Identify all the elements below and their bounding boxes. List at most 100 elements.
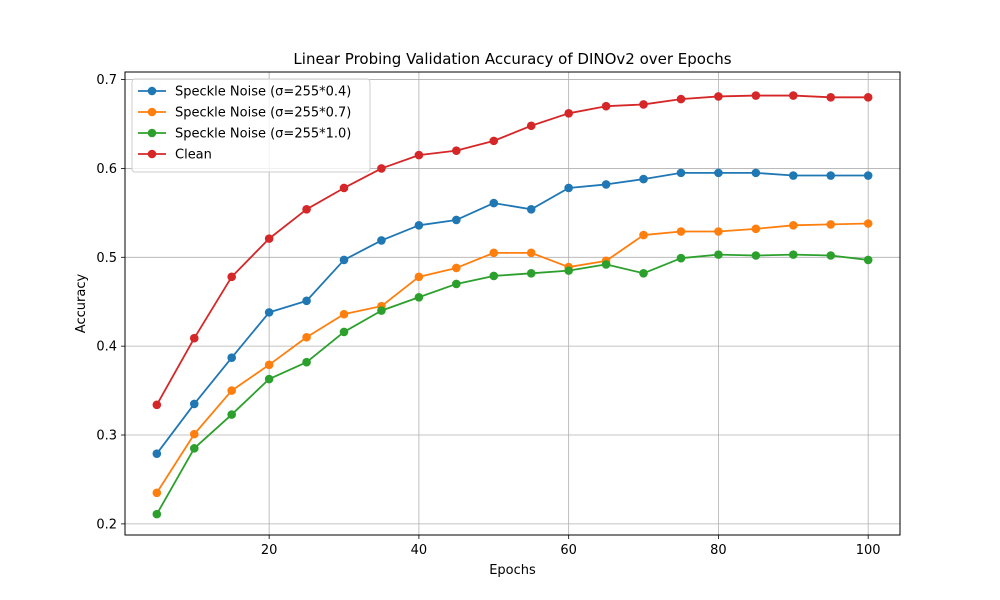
- data-point: [714, 168, 723, 178]
- data-point: [526, 248, 536, 258]
- data-point: [227, 386, 237, 395]
- x-tick-label: 40: [411, 543, 428, 558]
- data-point: [639, 100, 648, 109]
- legend-item: Clean: [138, 148, 212, 163]
- data-point: [489, 198, 499, 208]
- data-point: [227, 272, 237, 282]
- series-4: [152, 91, 873, 410]
- x-tick-label: 20: [261, 543, 278, 558]
- legend-item: Speckle Noise (σ=255*0.7): [138, 106, 351, 121]
- data-point: [152, 449, 162, 458]
- y-tick-label: 0.2: [96, 517, 117, 532]
- data-point: [826, 171, 836, 180]
- data-point: [264, 360, 274, 370]
- data-point: [714, 227, 723, 236]
- plot-frame: [124, 71, 901, 536]
- y-tick-label: 0.6: [96, 162, 117, 177]
- data-point: [152, 509, 162, 519]
- data-point: [639, 268, 648, 278]
- legend-label: Speckle Noise (σ=255*1.0): [175, 127, 351, 142]
- series-line: [156, 171, 869, 455]
- data-point: [152, 488, 162, 498]
- data-point: [826, 93, 836, 102]
- data-point: [377, 164, 386, 173]
- data-point: [339, 183, 349, 193]
- data-point: [564, 183, 573, 193]
- data-point: [264, 308, 274, 317]
- data-point: [751, 91, 761, 100]
- data-point: [302, 296, 311, 306]
- y-axis-title: Accuracy: [74, 274, 89, 334]
- data-point: [676, 227, 686, 236]
- legend-swatch-marker: [147, 149, 157, 159]
- data-point: [339, 327, 349, 337]
- data-point: [227, 410, 237, 419]
- data-point: [826, 220, 836, 229]
- data-point: [377, 236, 386, 245]
- data-point: [751, 251, 761, 260]
- data-point: [788, 171, 798, 180]
- data-point: [414, 272, 424, 282]
- series-line: [156, 94, 869, 406]
- data-point: [452, 146, 461, 155]
- legend-swatch-marker: [147, 86, 157, 96]
- series-line: [156, 222, 869, 494]
- data-point: [377, 306, 386, 315]
- data-point: [526, 268, 536, 278]
- chart-title: Linear Probing Validation Accuracy of DI…: [293, 50, 731, 68]
- data-point: [339, 309, 349, 319]
- data-point: [863, 255, 873, 265]
- x-tick-label: 80: [710, 543, 727, 558]
- data-point: [264, 374, 274, 384]
- data-point: [751, 224, 761, 234]
- y-tick-label: 0.3: [96, 429, 117, 444]
- data-point: [489, 136, 499, 146]
- data-point: [863, 93, 873, 102]
- data-point: [189, 333, 199, 343]
- data-point: [676, 94, 686, 104]
- y-tick-label: 0.4: [96, 340, 117, 355]
- data-point: [339, 255, 349, 265]
- data-point: [189, 399, 199, 409]
- data-point: [302, 357, 311, 367]
- data-point: [264, 234, 274, 243]
- data-point: [489, 271, 499, 281]
- x-tick-label: 60: [560, 543, 577, 558]
- data-point: [526, 121, 536, 131]
- data-point: [414, 150, 424, 160]
- series-1: [152, 168, 873, 458]
- y-tick-label: 0.7: [96, 73, 117, 88]
- data-point: [676, 168, 686, 178]
- data-point: [639, 174, 648, 184]
- legend-item: Speckle Noise (σ=255*0.4): [138, 85, 351, 100]
- data-point: [302, 205, 311, 214]
- data-point: [639, 230, 648, 240]
- legend-swatch-marker: [147, 128, 157, 138]
- legend-label: Speckle Noise (σ=255*0.4): [175, 85, 351, 100]
- x-tick-label: 100: [856, 543, 881, 558]
- data-point: [714, 250, 723, 259]
- data-point: [452, 215, 461, 225]
- data-point: [601, 101, 611, 111]
- data-point: [601, 180, 611, 189]
- x-axis-title: Epochs: [489, 563, 536, 578]
- data-point: [788, 250, 798, 259]
- data-point: [452, 263, 461, 273]
- data-point: [564, 266, 573, 275]
- data-point: [414, 220, 424, 230]
- data-point: [152, 400, 162, 410]
- series-line: [156, 253, 869, 515]
- data-point: [189, 429, 199, 439]
- data-point: [863, 171, 873, 180]
- data-point: [189, 444, 199, 453]
- data-point: [227, 353, 237, 363]
- series-group: [152, 91, 873, 519]
- axes: 20 40 60 80 100 0.2 0.3 0.4 0.5 0.6 0.7: [96, 73, 880, 558]
- gridlines: [125, 72, 900, 535]
- data-point: [489, 248, 499, 258]
- legend-item: Speckle Noise (σ=255*1.0): [138, 127, 351, 142]
- series-2: [152, 219, 873, 498]
- legend: Speckle Noise (σ=255*0.4) Speckle Noise (…: [131, 78, 371, 173]
- data-point: [601, 260, 611, 269]
